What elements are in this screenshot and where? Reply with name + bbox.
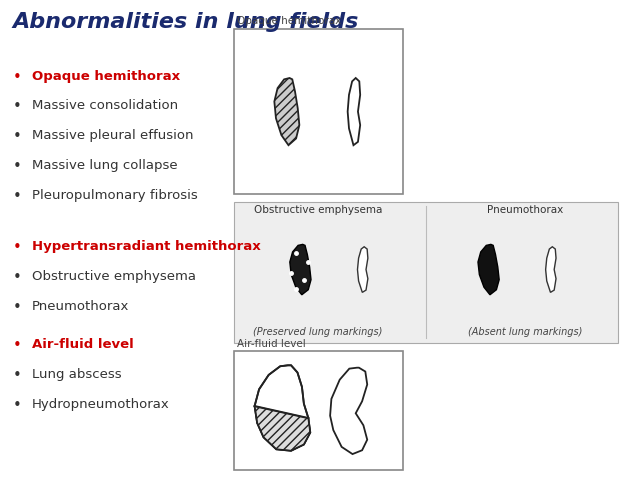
- Polygon shape: [275, 78, 300, 145]
- Text: Obstructive emphysema: Obstructive emphysema: [254, 205, 382, 216]
- Polygon shape: [290, 244, 311, 295]
- FancyBboxPatch shape: [234, 29, 403, 194]
- Text: •: •: [13, 368, 22, 383]
- Polygon shape: [358, 247, 368, 292]
- Text: •: •: [13, 240, 22, 255]
- Text: (Preserved lung markings): (Preserved lung markings): [253, 327, 383, 337]
- Polygon shape: [478, 244, 499, 295]
- FancyBboxPatch shape: [234, 202, 618, 343]
- Text: Air-fluid level: Air-fluid level: [32, 338, 134, 351]
- Text: •: •: [13, 338, 22, 353]
- Polygon shape: [255, 365, 310, 451]
- Text: •: •: [13, 300, 22, 314]
- Text: Abnormalities in lung fields: Abnormalities in lung fields: [13, 12, 359, 32]
- Text: •: •: [13, 398, 22, 413]
- Text: Massive lung collapse: Massive lung collapse: [32, 159, 178, 172]
- Text: •: •: [13, 129, 22, 144]
- Text: Pneumothorax: Pneumothorax: [32, 300, 129, 312]
- Text: Hydropneumothorax: Hydropneumothorax: [32, 398, 170, 411]
- Text: •: •: [13, 99, 22, 114]
- Polygon shape: [348, 78, 360, 145]
- Text: Hypertransradiant hemithorax: Hypertransradiant hemithorax: [32, 240, 260, 253]
- Text: •: •: [13, 159, 22, 174]
- Text: Lung abscess: Lung abscess: [32, 368, 122, 381]
- FancyBboxPatch shape: [234, 351, 403, 470]
- Polygon shape: [255, 406, 310, 451]
- Text: Opaque hemithorax: Opaque hemithorax: [32, 70, 180, 83]
- Text: •: •: [13, 70, 22, 84]
- Text: •: •: [13, 270, 22, 285]
- Text: Pleuropulmonary fibrosis: Pleuropulmonary fibrosis: [32, 189, 198, 202]
- Polygon shape: [330, 368, 367, 454]
- Text: Obstructive emphysema: Obstructive emphysema: [32, 270, 196, 283]
- Text: Air-fluid level: Air-fluid level: [237, 339, 305, 349]
- Text: Massive pleural effusion: Massive pleural effusion: [32, 129, 193, 142]
- Polygon shape: [546, 247, 556, 292]
- Text: (Absent lung markings): (Absent lung markings): [468, 327, 582, 337]
- Text: Pneumothorax: Pneumothorax: [487, 205, 564, 216]
- Text: Massive consolidation: Massive consolidation: [32, 99, 178, 112]
- Text: Opaque hemithorax: Opaque hemithorax: [237, 16, 341, 26]
- Text: •: •: [13, 189, 22, 204]
